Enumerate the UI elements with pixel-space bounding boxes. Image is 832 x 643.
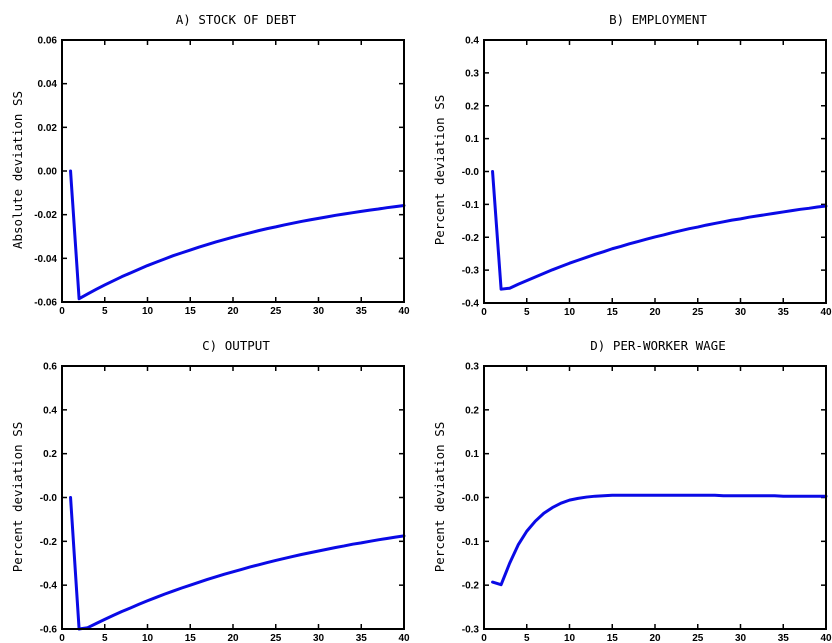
y-tick-label: -0.4	[462, 299, 480, 310]
y-tick-label: 0.4	[43, 405, 57, 416]
y-tick-label: 0.02	[38, 123, 58, 134]
y-tick-label: -0.04	[34, 254, 57, 265]
x-tick-label: 20	[649, 633, 661, 643]
x-tick-label: 10	[142, 306, 154, 317]
y-tick-label: 0.3	[465, 68, 479, 79]
tick-layer: 0 5 10 15 20 25 30 35 40 -0.3 -0.2 -0.1 -0.0 0.1 0.2 0.…	[462, 362, 832, 643]
x-tick-label: 15	[185, 633, 197, 643]
y-axis-label: Absolute deviation SS	[10, 91, 25, 249]
x-tick-label: 25	[692, 633, 704, 643]
y-tick-label: -0.0	[462, 167, 480, 178]
panel-title: A) STOCK OF DEBT	[176, 12, 297, 27]
y-tick-label: -0.1	[462, 200, 480, 211]
y-tick-label: -0.06	[34, 298, 57, 309]
x-tick-label: 20	[649, 307, 661, 318]
plot-frame	[61, 39, 405, 303]
y-tick-label: -0.2	[462, 581, 480, 592]
x-tick-label: 35	[356, 306, 368, 317]
x-tick-label: 30	[735, 307, 747, 318]
y-tick-label: 0.3	[465, 362, 479, 373]
panel-title: D) PER-WORKER WAGE	[590, 338, 725, 353]
y-tick-label: -0.0	[40, 493, 58, 504]
x-tick-label: 0	[59, 633, 65, 643]
y-tick-label: -0.3	[462, 266, 480, 277]
y-tick-label: -0.2	[40, 537, 58, 548]
x-tick-label: 25	[270, 306, 282, 317]
x-tick-label: 25	[692, 307, 704, 318]
x-tick-label: 40	[820, 307, 832, 318]
y-tick-label: 0.00	[38, 167, 58, 178]
plot-frame	[61, 365, 405, 630]
x-tick-label: 35	[778, 633, 790, 643]
panel-b: B) EMPLOYMENT Percent deviation SS 0 5 10 1…	[432, 12, 832, 318]
x-tick-label: 15	[607, 307, 619, 318]
y-tick-label: 0.06	[38, 36, 58, 47]
x-tick-label: 5	[524, 633, 530, 643]
panel-d: D) PER-WORKER WAGE Percent deviation SS …	[432, 338, 832, 643]
series-line	[69, 496, 406, 631]
y-tick-label: 0.6	[43, 362, 57, 373]
x-tick-label: 40	[398, 306, 410, 317]
y-tick-label: 0.4	[465, 36, 479, 47]
x-tick-label: 5	[102, 306, 108, 317]
panel-title: C) OUTPUT	[202, 338, 270, 353]
x-tick-label: 25	[270, 633, 282, 643]
x-tick-label: 35	[778, 307, 790, 318]
plot-frame	[483, 365, 827, 630]
x-tick-label: 15	[185, 306, 197, 317]
y-tick-label: 0.1	[465, 449, 479, 460]
series-line	[69, 169, 406, 301]
y-axis-label: Percent deviation SS	[432, 95, 447, 246]
x-tick-label: 30	[735, 633, 747, 643]
y-tick-label: 0.04	[38, 79, 58, 90]
y-tick-label: 0.1	[465, 134, 479, 145]
x-tick-label: 20	[227, 633, 239, 643]
plot-frame	[483, 39, 827, 304]
x-tick-label: 0	[481, 633, 487, 643]
x-tick-label: 15	[607, 633, 619, 643]
y-axis-label: Percent deviation SS	[10, 422, 25, 573]
y-tick-label: 0.2	[465, 405, 479, 416]
x-tick-label: 20	[227, 306, 239, 317]
x-tick-label: 10	[564, 633, 576, 643]
panel-c: C) OUTPUT Percent deviation SS 0 5 10 15 20 2…	[10, 338, 410, 643]
y-tick-label: -0.1	[462, 537, 480, 548]
x-tick-label: 5	[102, 633, 108, 643]
y-tick-label: 0.2	[465, 101, 479, 112]
tick-layer: 0 5 10 15 20 25 30 35 40 -0.4 -0.3 -0.2 -0.1 -0.0 0.1 0…	[462, 36, 832, 319]
y-tick-label: -0.2	[462, 233, 480, 244]
x-tick-label: 35	[356, 633, 368, 643]
y-tick-label: -0.02	[34, 210, 57, 221]
x-tick-label: 0	[481, 307, 487, 318]
x-tick-label: 40	[398, 633, 410, 643]
x-tick-label: 0	[59, 306, 65, 317]
x-tick-label: 10	[142, 633, 154, 643]
x-tick-label: 30	[313, 633, 325, 643]
panel-title: B) EMPLOYMENT	[609, 12, 707, 27]
x-tick-label: 30	[313, 306, 325, 317]
y-tick-label: 0.2	[43, 449, 57, 460]
y-axis-label: Percent deviation SS	[432, 422, 447, 573]
y-tick-label: -0.0	[462, 493, 480, 504]
series-line	[491, 493, 828, 587]
x-tick-label: 40	[820, 633, 832, 643]
x-tick-label: 5	[524, 307, 530, 318]
tick-layer: 0 5 10 15 20 25 30 35 40 -0.6 -0.4 -0.2 -0.0 0.2 0.4 0.…	[40, 362, 410, 643]
y-tick-label: -0.3	[462, 625, 480, 636]
tick-layer: 0 5 10 15 20 25 30 35 40 -0.06 -0.04 -0.02 0.00 0.02 0…	[34, 36, 410, 318]
series-line	[491, 170, 828, 291]
y-tick-label: -0.4	[40, 581, 58, 592]
x-tick-label: 10	[564, 307, 576, 318]
y-tick-label: -0.6	[40, 625, 58, 636]
panel-a: A) STOCK OF DEBT Absolute deviation SS 0…	[10, 12, 410, 317]
